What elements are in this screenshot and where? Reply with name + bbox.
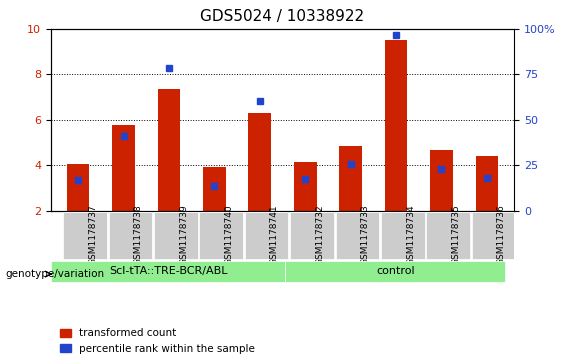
Text: GSM1178734: GSM1178734: [406, 205, 415, 265]
FancyBboxPatch shape: [290, 212, 334, 258]
Bar: [158, 89, 180, 211]
Text: control: control: [377, 266, 415, 276]
Bar: [67, 164, 89, 211]
Bar: [294, 162, 316, 211]
Text: GSM1178733: GSM1178733: [360, 205, 370, 265]
Text: GSM1178735: GSM1178735: [451, 205, 460, 265]
Text: GSM1178739: GSM1178739: [179, 205, 188, 265]
Bar: [430, 150, 453, 211]
Text: GSM1178736: GSM1178736: [497, 205, 506, 265]
FancyBboxPatch shape: [108, 212, 152, 258]
Legend: transformed count, percentile rank within the sample: transformed count, percentile rank withi…: [56, 324, 259, 358]
Bar: [476, 156, 498, 211]
Text: GSM1178732: GSM1178732: [315, 205, 324, 265]
FancyBboxPatch shape: [51, 261, 285, 282]
FancyBboxPatch shape: [427, 212, 470, 258]
Text: GSM1178737: GSM1178737: [88, 205, 97, 265]
Bar: [339, 146, 362, 211]
Text: genotype/variation: genotype/variation: [6, 269, 105, 279]
Text: GSM1178740: GSM1178740: [224, 205, 233, 265]
FancyBboxPatch shape: [245, 212, 288, 258]
Bar: [385, 40, 407, 211]
Bar: [249, 113, 271, 211]
FancyBboxPatch shape: [63, 212, 107, 258]
FancyBboxPatch shape: [154, 212, 198, 258]
FancyBboxPatch shape: [381, 212, 425, 258]
Title: GDS5024 / 10338922: GDS5024 / 10338922: [201, 9, 364, 24]
FancyBboxPatch shape: [336, 212, 379, 258]
FancyBboxPatch shape: [472, 212, 515, 258]
Bar: [203, 167, 226, 211]
FancyBboxPatch shape: [285, 261, 505, 282]
Text: Scl-tTA::TRE-BCR/ABL: Scl-tTA::TRE-BCR/ABL: [110, 266, 228, 276]
Text: GSM1178738: GSM1178738: [133, 205, 142, 265]
Bar: [112, 126, 135, 211]
FancyBboxPatch shape: [199, 212, 243, 258]
Text: GSM1178741: GSM1178741: [270, 205, 279, 265]
